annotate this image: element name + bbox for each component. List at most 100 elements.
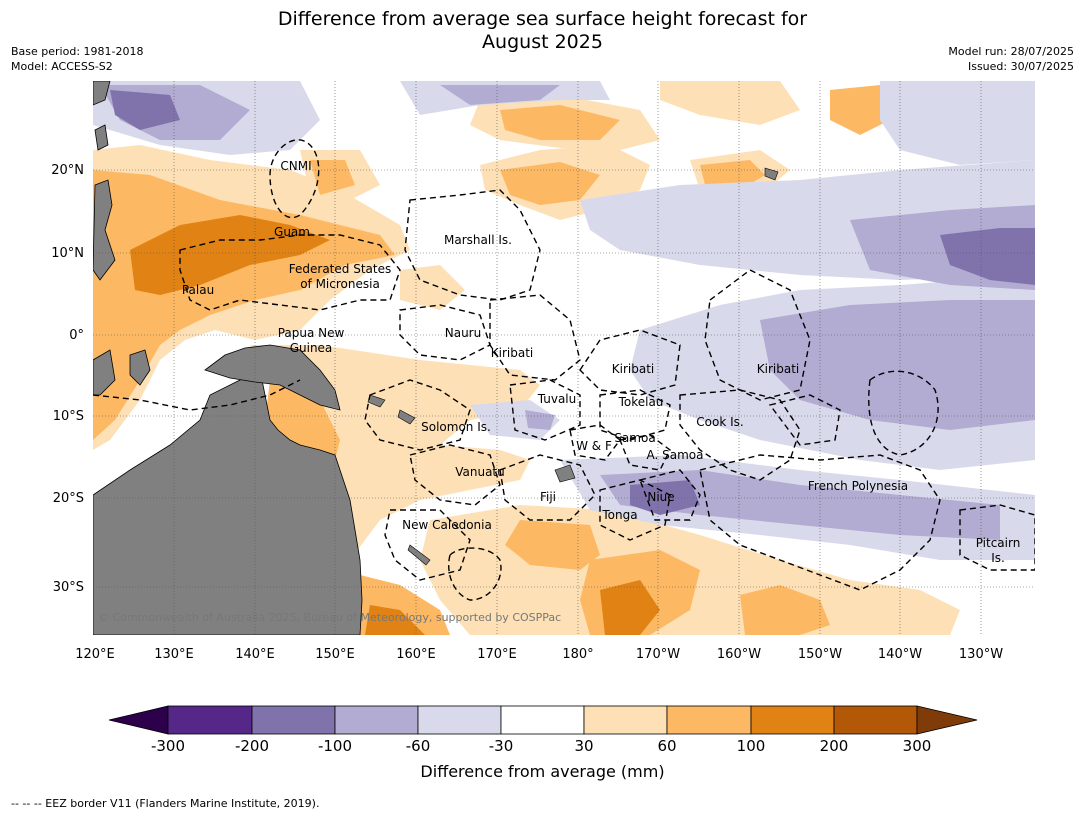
label-palau: Palau xyxy=(182,283,214,297)
lat-tick: 20°N xyxy=(51,163,84,178)
base-period: Base period: 1981-2018 xyxy=(11,45,144,58)
land-layer xyxy=(93,81,779,635)
label-cnmi: CNMI xyxy=(280,159,311,173)
meta-right: Model run: 28/07/2025 Issued: 30/07/2025 xyxy=(948,44,1074,74)
copyright-notice: © Commonwealth of Australia 2025, Bureau… xyxy=(98,611,561,624)
colorbar-tick: -300 xyxy=(150,737,186,755)
label-fsm-line-1: Federated States xyxy=(289,262,391,276)
label-pitcairn-line-2: Is. xyxy=(991,551,1005,565)
gridlines xyxy=(93,81,1035,635)
anomaly-north-3-light xyxy=(660,81,800,125)
anomaly-tuvalu-mid xyxy=(525,410,555,430)
label-niue: Niue xyxy=(647,490,674,504)
label-kiribati-central: Kiribati xyxy=(612,362,654,376)
anomaly-north-4-mid xyxy=(830,85,890,135)
lat-tick: 0° xyxy=(69,328,84,343)
label-wallis-futuna: W & F xyxy=(576,439,612,453)
colorbar-bin xyxy=(666,705,752,735)
label-fiji: Fiji xyxy=(540,490,556,504)
label-new-caledonia: New Caledonia xyxy=(402,518,492,532)
anomaly-tasman-dark xyxy=(365,605,425,635)
lon-tick: 130°E xyxy=(154,647,194,662)
lon-tick: 150°W xyxy=(798,647,842,662)
page-title: Difference from average sea surface heig… xyxy=(0,8,1085,54)
anomaly-tuvalu-light xyxy=(470,400,560,440)
anomaly-north-2-mid xyxy=(500,105,620,140)
anomaly-north-east-dark xyxy=(940,228,1035,285)
map-plot-area: CNMI Guam Marshall Is. Federated States … xyxy=(93,81,1035,635)
lon-tick: 130°W xyxy=(959,647,1003,662)
colorbar-tick: 60 xyxy=(657,737,677,755)
lon-tick: 140°W xyxy=(878,647,922,662)
colorbar-bin xyxy=(750,705,835,735)
label-american-samoa: A. Samoa xyxy=(647,448,704,462)
label-guam: Guam xyxy=(274,225,310,239)
anomaly-north-6-mid xyxy=(310,160,355,195)
anomaly-north-mid xyxy=(500,162,600,205)
colorbar-bin xyxy=(417,705,502,735)
colorbar-tick: 100 xyxy=(736,737,766,755)
issued-date: Issued: 30/07/2025 xyxy=(967,60,1074,73)
lon-tick: 170°W xyxy=(636,647,680,662)
anomaly-north-west-dark xyxy=(110,90,180,130)
colorbar-tick: -200 xyxy=(234,737,270,755)
label-png-line-2: Guinea xyxy=(290,341,333,355)
colorbar-tick: -60 xyxy=(405,737,431,755)
lat-tick: 10°N xyxy=(51,246,84,261)
colorbar-bin xyxy=(251,705,336,735)
philippines-islands xyxy=(93,179,116,281)
label-vanuatu: Vanuatu xyxy=(455,465,505,479)
sulawesi-fragment xyxy=(129,349,151,386)
anomaly-south-east-mid xyxy=(740,585,830,635)
colorbar-extend-low xyxy=(108,705,169,735)
lon-tick: 180° xyxy=(562,647,593,662)
colorbar-extend-high xyxy=(916,705,978,735)
colorbar-tick: 30 xyxy=(574,737,594,755)
colorbar-bin xyxy=(500,705,585,735)
anomaly-south-east-dark xyxy=(630,480,700,515)
latitude-ticks: 20°N 10°N 0° 10°S 20°S 30°S xyxy=(51,163,84,595)
label-french-polynesia: French Polynesia xyxy=(808,479,908,493)
negative-anomaly-layer xyxy=(93,81,1035,560)
anomaly-east-mid xyxy=(760,300,1035,430)
lat-tick: 10°S xyxy=(53,409,84,424)
longitude-ticks: 120°E 130°E 140°E 150°E 160°E 170°E 180°… xyxy=(75,647,1003,662)
label-tonga: Tonga xyxy=(601,508,637,522)
label-samoa: Samoa xyxy=(614,431,655,445)
japan-fragment xyxy=(93,81,111,106)
label-pitcairn-line-1: Pitcairn xyxy=(976,536,1021,550)
anomaly-north-center-mid xyxy=(440,85,560,105)
label-cook-islands: Cook Is. xyxy=(696,415,743,429)
model-name: Model: ACCESS-S2 xyxy=(11,60,113,73)
anomaly-south-dark xyxy=(600,580,660,635)
label-tuvalu: Tuvalu xyxy=(537,392,577,406)
lon-tick: 170°E xyxy=(477,647,517,662)
taiwan-island xyxy=(94,124,109,151)
label-nauru: Nauru xyxy=(445,326,481,340)
anomaly-west-pacific-dark xyxy=(130,215,330,295)
colorbar-tick: -30 xyxy=(488,737,514,755)
label-marshall-islands: Marshall Is. xyxy=(444,233,512,247)
title-line-2: August 2025 xyxy=(482,31,603,53)
region-labels: CNMI Guam Marshall Is. Federated States … xyxy=(182,159,1020,565)
label-kiribati-east: Kiribati xyxy=(757,362,799,376)
borneo-fragment xyxy=(93,349,116,396)
lon-tick: 160°W xyxy=(717,647,761,662)
colorbar-bin xyxy=(334,705,419,735)
lon-tick: 120°E xyxy=(75,647,115,662)
fiji-land xyxy=(554,464,576,483)
eez-borders xyxy=(93,139,1035,601)
colorbar xyxy=(108,705,978,735)
lon-tick: 160°E xyxy=(396,647,436,662)
label-kiribati-west: Kiribati xyxy=(491,346,533,360)
meta-left: Base period: 1981-2018 Model: ACCESS-S2 xyxy=(11,44,143,74)
eez-legend-note: -- -- -- EEZ border V11 (Flanders Marine… xyxy=(11,797,320,810)
lon-tick: 140°E xyxy=(235,647,275,662)
title-line-1: Difference from average sea surface heig… xyxy=(277,8,808,30)
label-fsm-line-2: of Micronesia xyxy=(300,277,380,291)
colorbar-tick: 200 xyxy=(819,737,849,755)
label-tokelau: Tokelau xyxy=(618,395,664,409)
colorbar-bin xyxy=(833,705,918,735)
new-caledonia-land xyxy=(407,544,431,566)
